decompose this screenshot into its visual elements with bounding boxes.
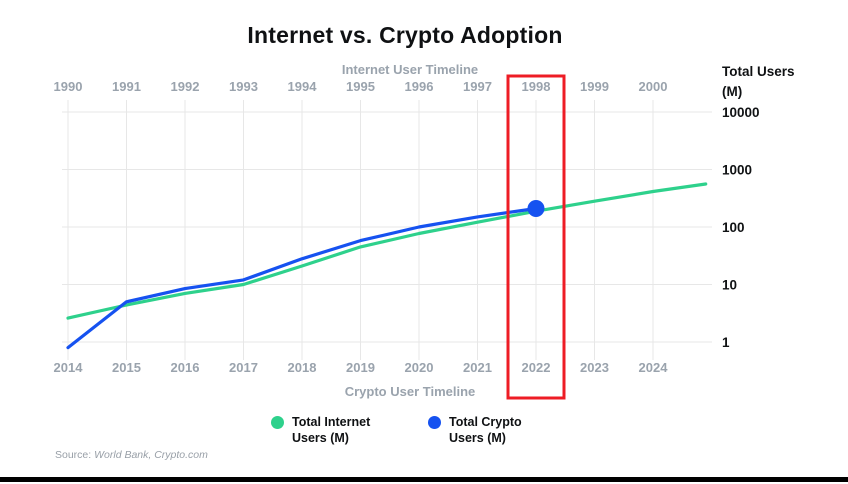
legend-label-crypto: Total Crypto Users (M) xyxy=(449,415,522,446)
bottom-axis-tick: 2018 xyxy=(288,360,317,375)
top-axis-tick: 2000 xyxy=(639,79,668,94)
bottom-axis-tick: 2014 xyxy=(54,360,84,375)
y-axis-tick: 100 xyxy=(722,220,745,235)
y-axis-tick: 10000 xyxy=(722,105,760,120)
bottom-axis-tick: 2022 xyxy=(522,360,551,375)
internet-users-line xyxy=(66,182,708,320)
crypto-users-end-dot xyxy=(527,199,545,217)
crypto-series-swatch-icon xyxy=(428,416,441,429)
top-axis-tick: 1994 xyxy=(288,79,318,94)
top-axis-tick: 1993 xyxy=(229,79,258,94)
top-axis-tick: 1995 xyxy=(346,79,375,94)
top-axis-tick: 1992 xyxy=(171,79,200,94)
bottom-axis-tick: 2023 xyxy=(580,360,609,375)
internet-series-swatch-icon xyxy=(271,416,284,429)
bottom-axis-tick: 2016 xyxy=(171,360,200,375)
y-axis-tick: 1000 xyxy=(722,163,752,178)
bottom-axis-tick: 2019 xyxy=(346,360,375,375)
legend: Total Internet Users (M) Total Crypto Us… xyxy=(0,414,820,447)
legend-item-crypto: Total Crypto Users (M) xyxy=(428,414,549,447)
bottom-axis-tick: 2024 xyxy=(639,360,669,375)
legend-label-internet: Total Internet Users (M) xyxy=(292,415,371,446)
top-axis-label: Internet User Timeline xyxy=(341,62,479,77)
y-axis-title: Total Users (M) xyxy=(722,64,795,99)
y-axis-tick: 10 xyxy=(722,278,737,293)
source-note: Source: World Bank, Crypto.com xyxy=(55,449,208,461)
bottom-axis-tick: 2020 xyxy=(405,360,434,375)
top-axis-tick: 1999 xyxy=(580,79,609,94)
top-axis-tick: 1996 xyxy=(405,79,434,94)
top-axis-tick: 1990 xyxy=(54,79,83,94)
highlight-box xyxy=(506,74,566,400)
source-text: World Bank, Crypto.com xyxy=(94,449,208,461)
bottom-axis-label: Crypto User Timeline xyxy=(344,384,476,399)
crypto-users-line xyxy=(66,206,538,350)
bottom-axis-tick: 2015 xyxy=(112,360,141,375)
bottom-axis-tick: 2017 xyxy=(229,360,258,375)
top-axis-tick: 1991 xyxy=(112,79,141,94)
legend-item-internet: Total Internet Users (M) xyxy=(271,414,392,447)
chart-title: Internet vs. Crypto Adoption xyxy=(247,22,563,48)
source-prefix: Source: xyxy=(55,449,95,461)
bottom-window-edge xyxy=(0,477,848,482)
y-axis-tick: 1 xyxy=(722,335,730,350)
bottom-axis-tick: 2021 xyxy=(463,360,492,375)
top-axis-tick: 1998 xyxy=(522,79,551,94)
top-axis-tick: 1997 xyxy=(463,79,492,94)
